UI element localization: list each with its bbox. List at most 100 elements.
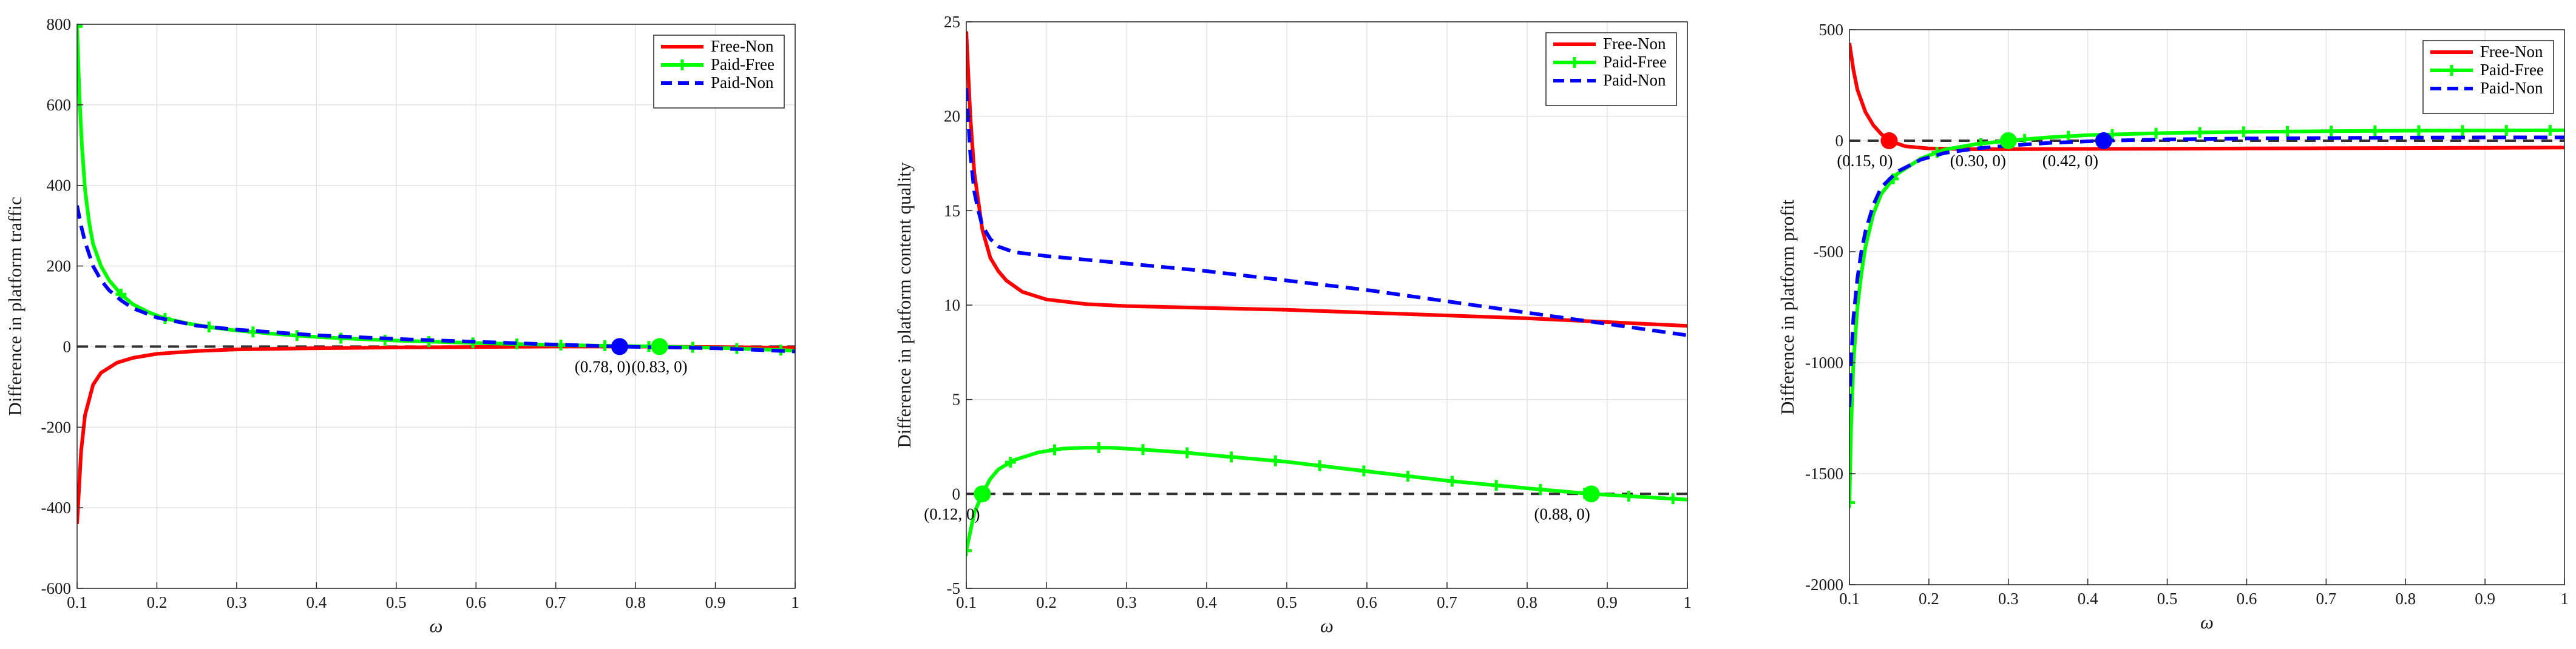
- x-tick-label: 0.8: [625, 593, 646, 611]
- x-tick-label: 0.8: [2395, 590, 2416, 608]
- series-line-paid-non: [1849, 135, 2564, 408]
- series-marker: [1137, 444, 1149, 456]
- y-tick-label: -500: [1814, 243, 1844, 261]
- series-marker: [1314, 460, 1326, 471]
- series-marker: [1225, 451, 1237, 463]
- x-tick-label: 0.6: [2237, 590, 2257, 608]
- y-tick-label: -600: [41, 579, 72, 597]
- legend-label: Paid-Free: [1603, 53, 1667, 71]
- series-group: [966, 31, 1687, 556]
- y-tick-label: 15: [944, 201, 960, 220]
- series-marker: [115, 289, 127, 300]
- x-tick-label: 0.7: [546, 593, 566, 611]
- y-tick-label: 500: [1819, 21, 1844, 39]
- x-tick-label: 0.9: [1597, 593, 1618, 611]
- x-tick-label: 1: [1683, 593, 1692, 611]
- point-label: (0.42, 0): [2042, 152, 2098, 170]
- intersection-point: [974, 485, 991, 503]
- series-marker: [1270, 455, 1281, 466]
- intersection-point: [651, 338, 668, 355]
- y-tick-label: 0: [63, 337, 72, 355]
- legend-label: Free-Non: [2480, 42, 2543, 61]
- chart-panel-3: (0.15, 0) (0.30, 0) (0.42, 0) 0.1 0.2 0.3 0.4 0…: [1777, 21, 2569, 633]
- x-tick-label: 0.6: [1357, 593, 1377, 611]
- series-marker: [1005, 457, 1016, 468]
- x-tick-label: 0.7: [2316, 590, 2336, 608]
- series-marker: [2457, 125, 2469, 136]
- series-marker: [1623, 490, 1635, 502]
- plot-area: [77, 24, 795, 588]
- x-tick-label: 0.2: [147, 593, 168, 611]
- series-marker: [77, 24, 83, 32]
- y-tick-label: 0: [952, 485, 961, 503]
- intersection-point: [611, 338, 628, 355]
- y-axis-label: Difference in platform traffic: [4, 197, 25, 415]
- x-tick-label: 0.4: [1196, 593, 1217, 611]
- x-axis-label: ω: [1320, 615, 1334, 636]
- x-axis-label: ω: [430, 615, 443, 636]
- x-tick-label: 1: [2560, 590, 2569, 608]
- y-tick-label: 10: [944, 296, 960, 314]
- series-line-paid-non: [77, 205, 795, 354]
- series-marker: [1534, 483, 1546, 495]
- y-tick-label: -5: [947, 579, 961, 597]
- series-marker: [2501, 125, 2512, 136]
- x-tick-label: 0.5: [386, 593, 407, 611]
- series-marker: [2369, 125, 2381, 136]
- x-tick-label: 0.5: [1276, 593, 1297, 611]
- axes-frame: [76, 24, 796, 589]
- plot-area: [1849, 30, 2564, 585]
- series-marker: [2325, 126, 2337, 137]
- y-tick-label: -2000: [1805, 576, 1843, 594]
- legend-label: Paid-Non: [711, 73, 774, 92]
- series-marker: [1446, 476, 1458, 487]
- series-marker: [2238, 126, 2249, 138]
- x-tick-label: 0.4: [2078, 590, 2098, 608]
- x-tick-label: 1: [791, 593, 799, 611]
- chart-panel-2: (0.12, 0) (0.88, 0) 0.1 0.2 0.3 0.4 0.5 0.6 0.7 0…: [893, 13, 1692, 636]
- intersection-point: [2095, 132, 2112, 149]
- series-marker: [1181, 447, 1193, 459]
- legend-marker: [677, 59, 688, 70]
- y-tick-label: 200: [47, 257, 72, 275]
- y-tick-label: 20: [944, 107, 960, 126]
- y-tick-label: 25: [944, 13, 960, 31]
- point-label: (0.83, 0): [631, 357, 687, 375]
- series-group: [77, 24, 795, 524]
- x-tick-label: 0.3: [1998, 590, 2019, 608]
- y-tick-label: 5: [952, 391, 961, 409]
- x-tick-label: 0.9: [2475, 590, 2495, 608]
- x-tick-label: 0.1: [956, 593, 977, 611]
- legend-label: Free-Non: [711, 37, 774, 55]
- series-marker: [1358, 465, 1369, 477]
- x-tick-label: 0.2: [1036, 593, 1057, 611]
- series-marker: [1491, 480, 1502, 491]
- y-tick-label: 600: [47, 96, 72, 114]
- series-group: [1849, 42, 2564, 508]
- y-tick-label: -1000: [1805, 354, 1843, 372]
- series-marker: [1849, 497, 1855, 508]
- axes-frame: [1849, 29, 2565, 585]
- series-marker: [2062, 130, 2074, 142]
- point-label: (0.15, 0): [1837, 152, 1893, 170]
- series-line-paid-free: [1849, 128, 2564, 503]
- series-marker: [1049, 444, 1060, 456]
- legend-label: Paid-Non: [2480, 79, 2543, 97]
- x-tick-label: 0.9: [705, 593, 726, 611]
- x-tick-label: 0.2: [1919, 590, 1939, 608]
- y-axis-label: Difference in platform profit: [1777, 200, 1798, 415]
- series-marker: [2151, 127, 2162, 139]
- x-tick-label: 0.7: [1437, 593, 1457, 611]
- y-tick-label: -400: [41, 499, 72, 517]
- series-marker: [1093, 442, 1105, 454]
- x-tick-label: 0.3: [1116, 593, 1137, 611]
- legend-label: Paid-Free: [2480, 61, 2544, 79]
- series-marker: [1402, 470, 1414, 482]
- x-tick-label: 0.4: [306, 593, 327, 611]
- series-marker: [966, 545, 972, 556]
- x-tick-label: 0.1: [67, 593, 87, 611]
